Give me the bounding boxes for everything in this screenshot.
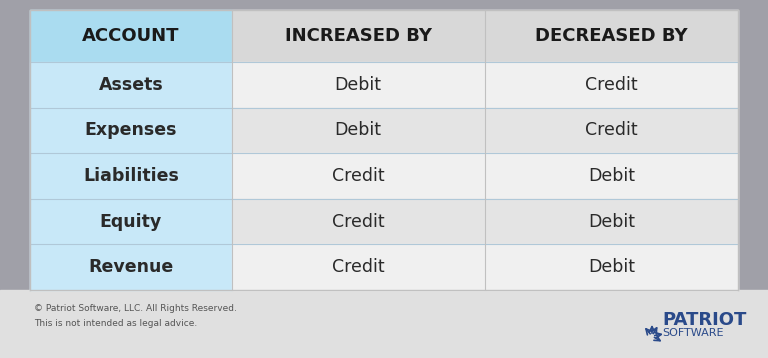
Bar [30, 245, 232, 290]
Text: Debit: Debit [588, 258, 635, 276]
Text: Revenue: Revenue [88, 258, 174, 276]
Bar [232, 10, 485, 62]
Text: Debit: Debit [588, 167, 635, 185]
Text: Expenses: Expenses [84, 121, 177, 139]
Text: PATRIOT: PATRIOT [662, 311, 746, 329]
Text: Equity: Equity [100, 213, 162, 231]
Text: Credit: Credit [585, 121, 637, 139]
Text: © Patriot Software, LLC. All Rights Reserved.
This is not intended as legal advi: © Patriot Software, LLC. All Rights Rese… [34, 304, 237, 328]
Bar [0, 290, 768, 358]
Text: Debit: Debit [335, 121, 382, 139]
Bar [232, 245, 485, 290]
Bar [485, 62, 738, 108]
Bar [232, 62, 485, 108]
Text: Credit: Credit [332, 258, 385, 276]
Text: Assets: Assets [98, 76, 164, 94]
Text: Credit: Credit [585, 76, 637, 94]
Bar [30, 108, 232, 153]
Text: SOFTWARE: SOFTWARE [662, 328, 723, 338]
Text: INCREASED BY: INCREASED BY [285, 27, 432, 45]
Bar [485, 245, 738, 290]
Bar [232, 153, 485, 199]
Bar [232, 108, 485, 153]
Bar [485, 10, 738, 62]
Text: Liabilities: Liabilities [83, 167, 179, 185]
Bar [232, 199, 485, 245]
Bar [485, 153, 738, 199]
Text: DECREASED BY: DECREASED BY [535, 27, 687, 45]
Text: Debit: Debit [335, 76, 382, 94]
Bar [30, 10, 738, 290]
Text: Debit: Debit [588, 213, 635, 231]
Text: Credit: Credit [332, 213, 385, 231]
Bar [30, 199, 232, 245]
Bar [485, 199, 738, 245]
Text: Credit: Credit [332, 167, 385, 185]
Bar [30, 10, 232, 62]
Bar [485, 108, 738, 153]
Text: ACCOUNT: ACCOUNT [82, 27, 180, 45]
Bar [30, 62, 232, 108]
Bar [30, 153, 232, 199]
